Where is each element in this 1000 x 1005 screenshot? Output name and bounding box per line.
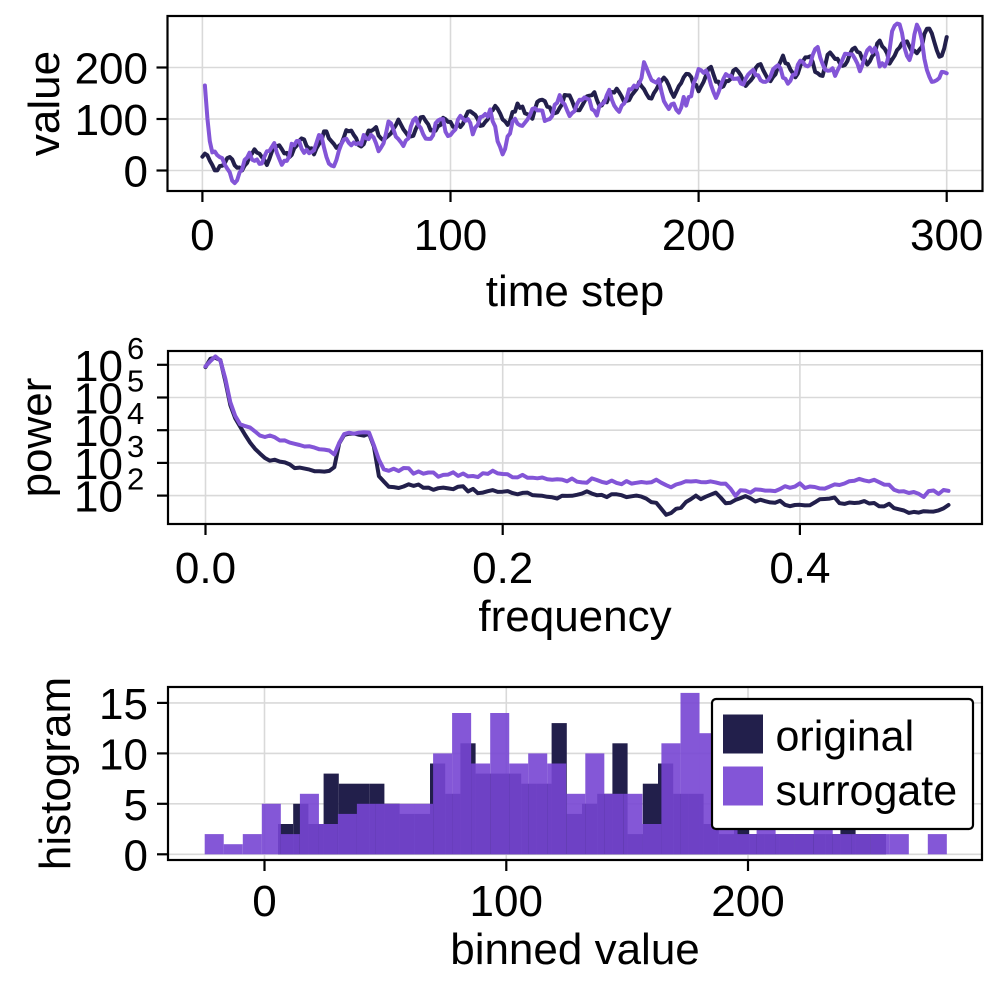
svg-text:100: 100 xyxy=(470,877,543,926)
svg-text:0: 0 xyxy=(190,211,214,260)
svg-text:0.4: 0.4 xyxy=(769,544,830,593)
svg-text:0: 0 xyxy=(124,148,148,197)
svg-text:10: 10 xyxy=(74,342,123,391)
svg-text:5: 5 xyxy=(124,781,148,830)
svg-text:2: 2 xyxy=(127,462,144,497)
svg-text:15: 15 xyxy=(99,680,148,729)
svg-text:200: 200 xyxy=(662,211,735,260)
svg-text:binned value: binned value xyxy=(450,925,700,974)
svg-text:frequency: frequency xyxy=(478,592,671,641)
svg-text:0: 0 xyxy=(252,877,276,926)
svg-text:0: 0 xyxy=(124,831,148,880)
svg-text:10: 10 xyxy=(74,375,123,424)
svg-text:100: 100 xyxy=(75,96,148,145)
svg-text:100: 100 xyxy=(414,211,487,260)
svg-text:5: 5 xyxy=(127,364,144,399)
svg-text:power: power xyxy=(12,378,61,498)
svg-text:10: 10 xyxy=(74,407,123,456)
svg-text:200: 200 xyxy=(711,877,784,926)
svg-text:3: 3 xyxy=(127,429,144,464)
svg-text:0.2: 0.2 xyxy=(472,544,533,593)
svg-text:10: 10 xyxy=(74,473,123,522)
svg-text:4: 4 xyxy=(127,396,144,431)
svg-text:value: value xyxy=(20,51,69,156)
svg-text:300: 300 xyxy=(910,211,983,260)
svg-text:surrogate: surrogate xyxy=(776,767,958,815)
svg-text:6: 6 xyxy=(127,331,144,366)
svg-text:histogram: histogram xyxy=(31,677,80,870)
svg-text:original: original xyxy=(776,713,915,761)
svg-text:0.0: 0.0 xyxy=(175,544,236,593)
svg-text:time step: time step xyxy=(486,267,665,316)
svg-text:200: 200 xyxy=(75,45,148,94)
svg-text:10: 10 xyxy=(74,440,123,489)
svg-text:10: 10 xyxy=(99,730,148,779)
